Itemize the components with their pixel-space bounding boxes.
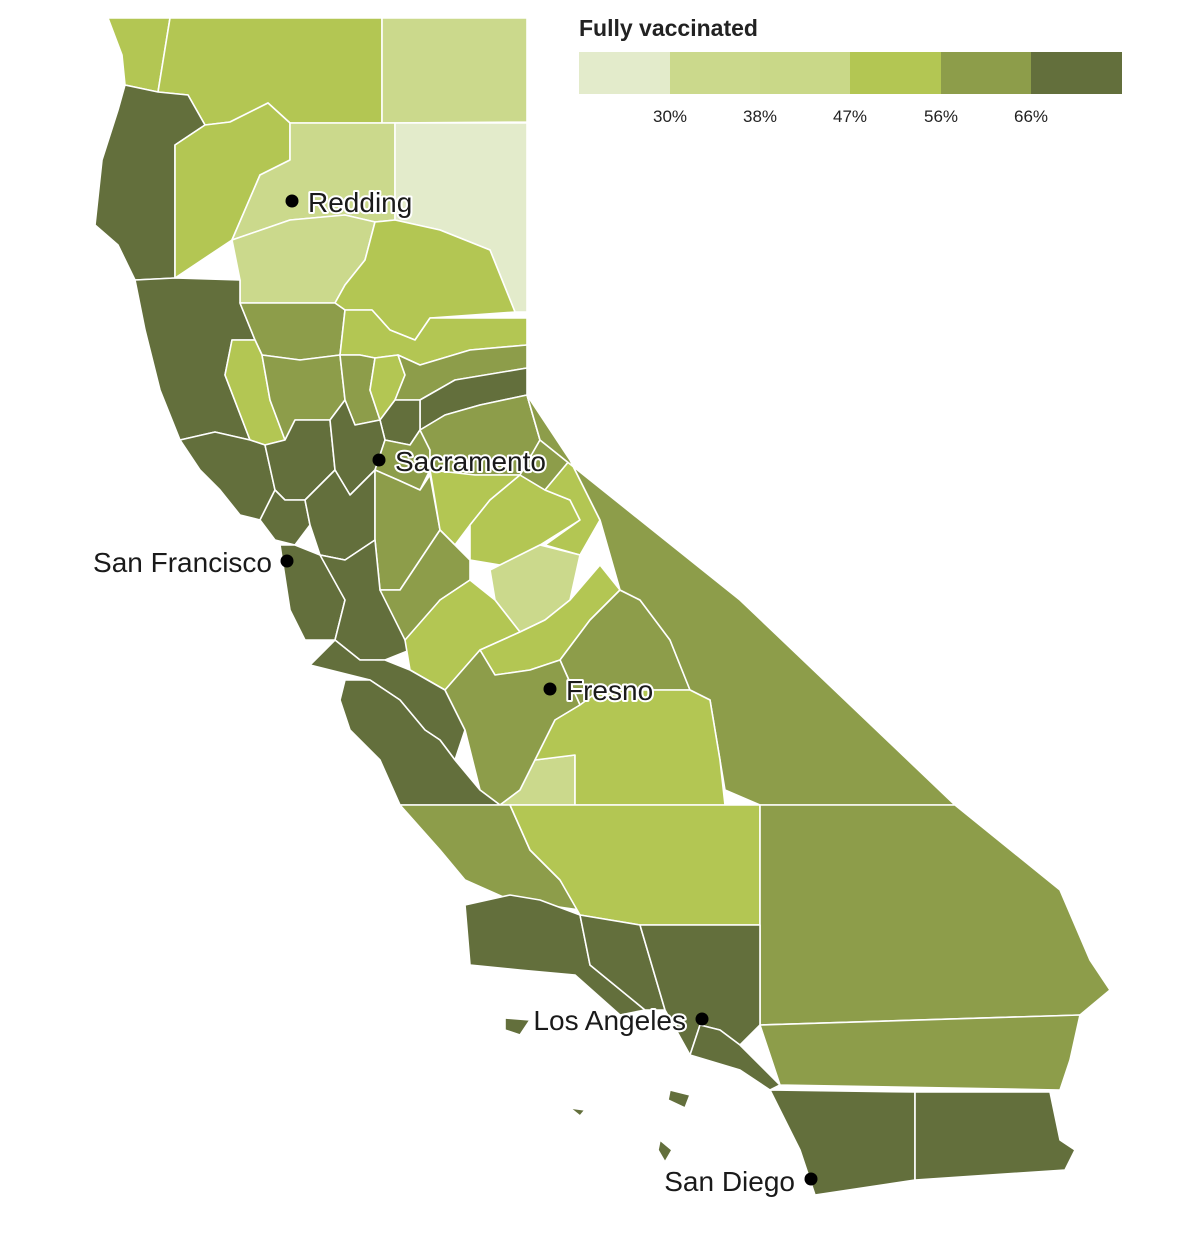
city-label-san-diego: San Diego xyxy=(664,1166,795,1197)
county-region xyxy=(534,689,726,806)
legend-swatch xyxy=(579,52,670,94)
city-label-los-angeles: Los Angeles xyxy=(533,1005,686,1036)
city-marker xyxy=(372,453,386,467)
county-region xyxy=(759,1014,1081,1091)
city-label-sacramento: Sacramento xyxy=(395,446,546,477)
county-region xyxy=(914,1091,1076,1181)
legend-swatch xyxy=(670,52,760,94)
legend-swatch xyxy=(850,52,941,94)
county-region xyxy=(339,679,501,806)
city-label-redding: Redding xyxy=(308,187,412,218)
city-marker xyxy=(804,1172,818,1186)
legend-tick-label: 38% xyxy=(743,107,777,126)
county-region xyxy=(769,1089,916,1196)
county-region xyxy=(179,431,276,521)
county-region xyxy=(657,1139,673,1163)
city-label-san-francisco: San Francisco xyxy=(93,547,272,578)
county-region xyxy=(759,804,1111,1026)
county-region xyxy=(504,1017,531,1036)
county-region xyxy=(569,1107,586,1117)
legend-swatch xyxy=(941,52,1031,94)
legend-tick-label: 66% xyxy=(1014,107,1048,126)
city-label-fresno: Fresno xyxy=(566,675,653,706)
legend-tick-label: 47% xyxy=(833,107,867,126)
city-marker xyxy=(695,1012,709,1026)
legend-title: Fully vaccinated xyxy=(579,15,758,41)
legend-tick-label: 30% xyxy=(653,107,687,126)
city-markers: Redding Sacramento San Francisco Fresno … xyxy=(91,185,818,1199)
county-regions xyxy=(94,17,1111,1196)
city-marker xyxy=(285,194,299,208)
county-region xyxy=(689,1024,781,1091)
city-marker xyxy=(543,682,557,696)
legend: Fully vaccinated 30% 38% 47% 56% 66% xyxy=(579,15,1122,126)
city-marker xyxy=(280,554,294,568)
legend-tick-label: 56% xyxy=(924,107,958,126)
county-region xyxy=(667,1089,691,1109)
legend-swatch xyxy=(1031,52,1122,94)
legend-swatch xyxy=(760,52,850,94)
county-region xyxy=(381,17,528,124)
legend-swatches xyxy=(579,52,1122,94)
